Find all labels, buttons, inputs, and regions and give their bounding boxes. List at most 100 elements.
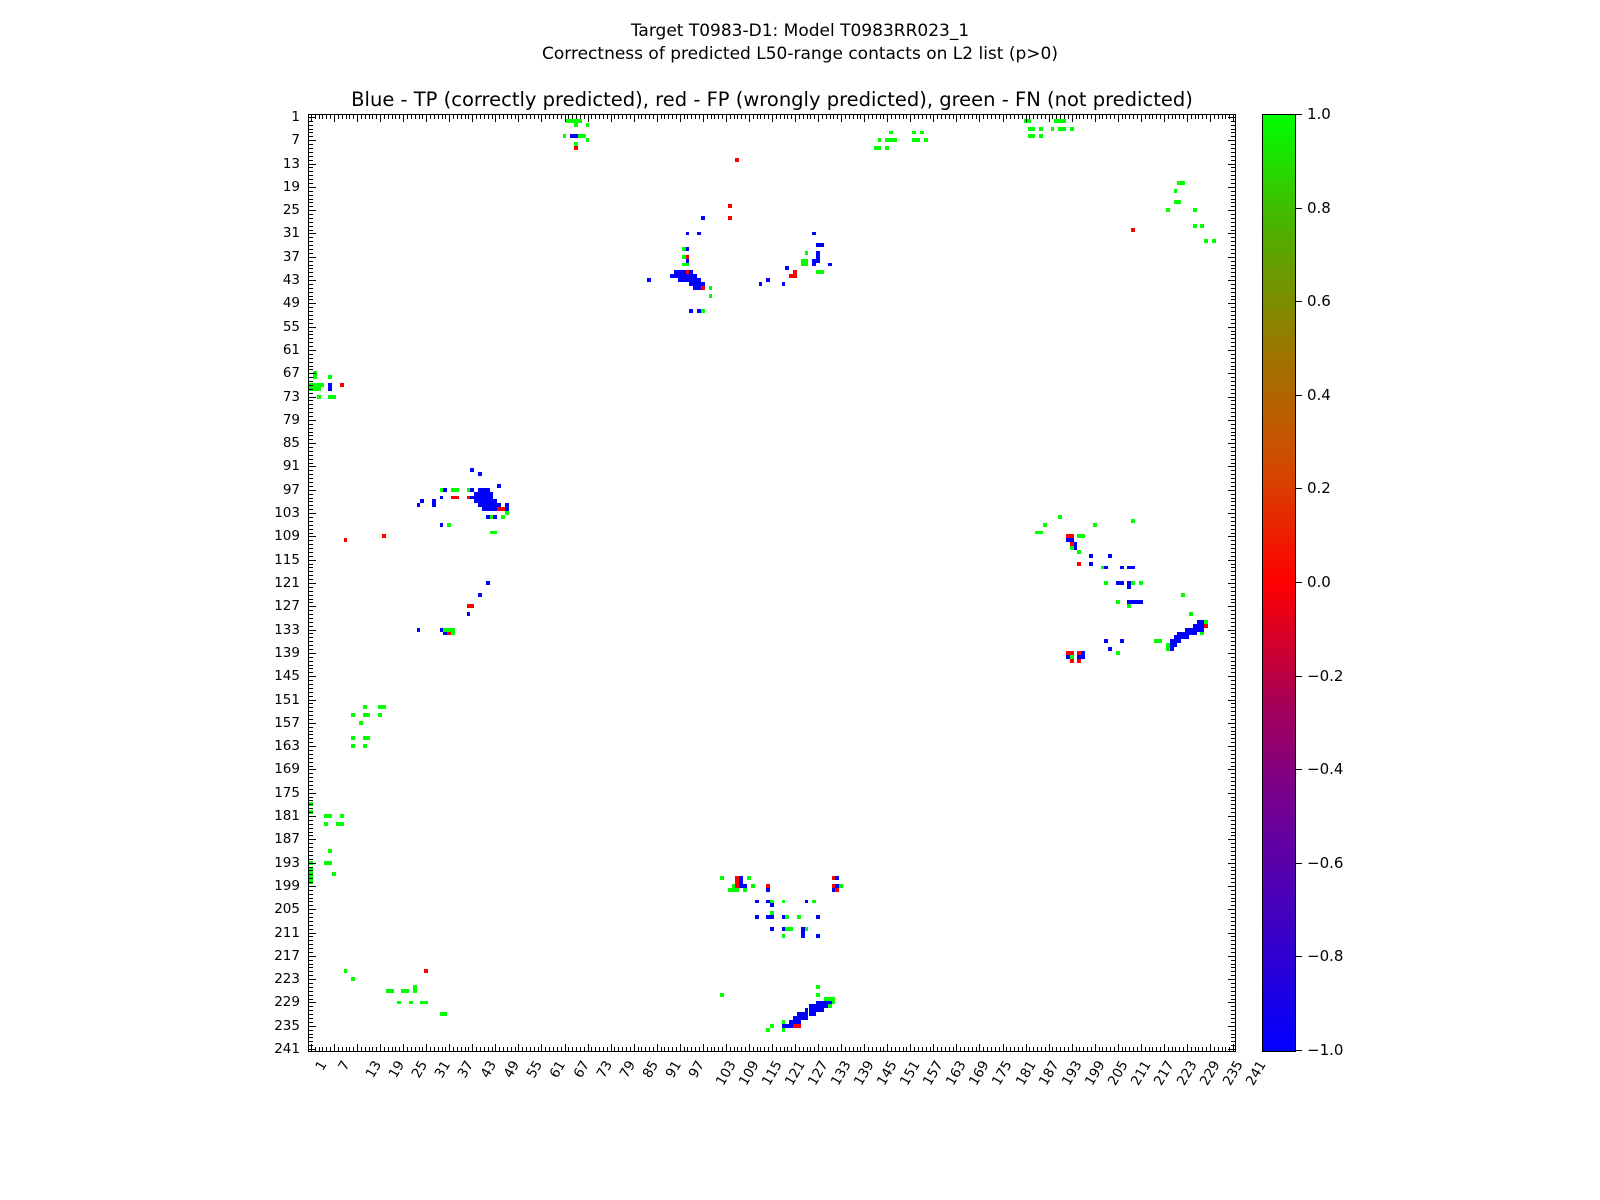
contact-cell [1127,581,1132,585]
x-tick [656,1044,658,1051]
x-tick [1102,115,1104,119]
y-tick-label: 199 [274,877,300,894]
x-tick [314,115,316,119]
contact-cell [1065,650,1070,655]
x-tick [1137,1047,1139,1051]
x-tick [944,1047,946,1051]
y-tick [309,920,313,922]
x-tick [583,115,585,119]
x-tick [1213,115,1215,119]
x-tick [741,115,743,119]
contact-cell [727,204,732,209]
y-tick [309,361,313,363]
y-tick [309,858,313,860]
x-tick [522,115,524,119]
contact-cell [351,736,356,741]
x-tick [564,1044,566,1051]
y-tick [309,435,313,437]
contact-map-axes[interactable] [308,114,1236,1052]
y-tick [1231,804,1235,806]
y-tick [309,396,316,398]
y-tick [309,617,313,619]
contact-cell [781,926,786,931]
x-tick [1010,1047,1012,1051]
y-tick [309,1033,313,1035]
contact-cell [431,503,436,508]
contact-cell [677,274,682,279]
y-tick [1228,839,1235,841]
x-tick [852,115,854,119]
y-tick [309,342,313,344]
y-tick [1231,272,1235,274]
y-tick [1231,781,1235,783]
x-tick [579,1047,581,1051]
contact-cell [1192,623,1197,628]
colorbar-tick-label: −0.2 [1307,666,1344,685]
y-tick [309,497,313,499]
x-tick [1167,1047,1169,1051]
x-tick [549,1047,551,1051]
y-tick [309,148,313,149]
y-tick [309,311,313,313]
y-tick [1231,470,1235,472]
x-tick [1163,115,1165,122]
y-tick-label: 229 [274,994,300,1011]
x-tick [1060,1047,1062,1051]
x-tick [891,115,893,119]
contact-cell [693,282,698,286]
y-tick [309,439,313,441]
x-tick [798,1047,800,1051]
contact-cell [1196,627,1201,632]
contact-cell [677,270,682,275]
y-tick [1231,497,1235,499]
colorbar-tick [1296,394,1302,396]
x-tick [364,115,366,119]
y-tick [1231,645,1235,647]
y-tick [309,757,313,759]
y-tick [309,835,313,837]
x-tick [925,115,927,119]
x-tick [760,115,762,119]
x-tick [453,1047,455,1051]
y-tick [309,986,313,988]
y-tick [309,299,313,301]
x-tick [449,1044,451,1051]
y-tick [1231,951,1235,953]
y-tick [1231,753,1235,755]
contact-cell [1088,553,1093,558]
y-tick [309,594,313,596]
y-tick [309,575,313,577]
x-tick [791,1047,793,1051]
contact-cell [489,515,494,519]
y-tick [309,179,313,181]
y-tick [1231,897,1235,899]
x-tick [433,115,435,119]
x-tick [383,115,385,119]
x-tick [702,115,704,122]
y-tick [1231,649,1235,651]
contact-cell [808,1012,813,1017]
y-tick [1231,963,1235,965]
y-tick [1231,660,1235,662]
x-tick [829,1047,831,1051]
y-tick-label: 109 [274,528,300,545]
y-tick [1231,346,1235,348]
x-tick [714,1047,716,1051]
contact-cell [385,988,390,993]
y-tick [309,660,313,662]
y-tick [309,229,313,231]
contact-cell [485,495,490,500]
contact-cell [697,231,701,236]
contact-cell [501,507,505,512]
y-tick [1231,252,1235,254]
contact-map-surface[interactable] [309,115,1235,1051]
x-tick [979,115,981,122]
x-tick [1129,1047,1131,1051]
contact-cell [1196,619,1201,624]
x-tick [1014,1047,1016,1051]
contact-cell [481,503,486,508]
contact-cell [812,258,817,263]
y-tick [1228,140,1235,142]
y-tick-label: 97 [282,481,300,498]
contact-cell [804,250,809,255]
